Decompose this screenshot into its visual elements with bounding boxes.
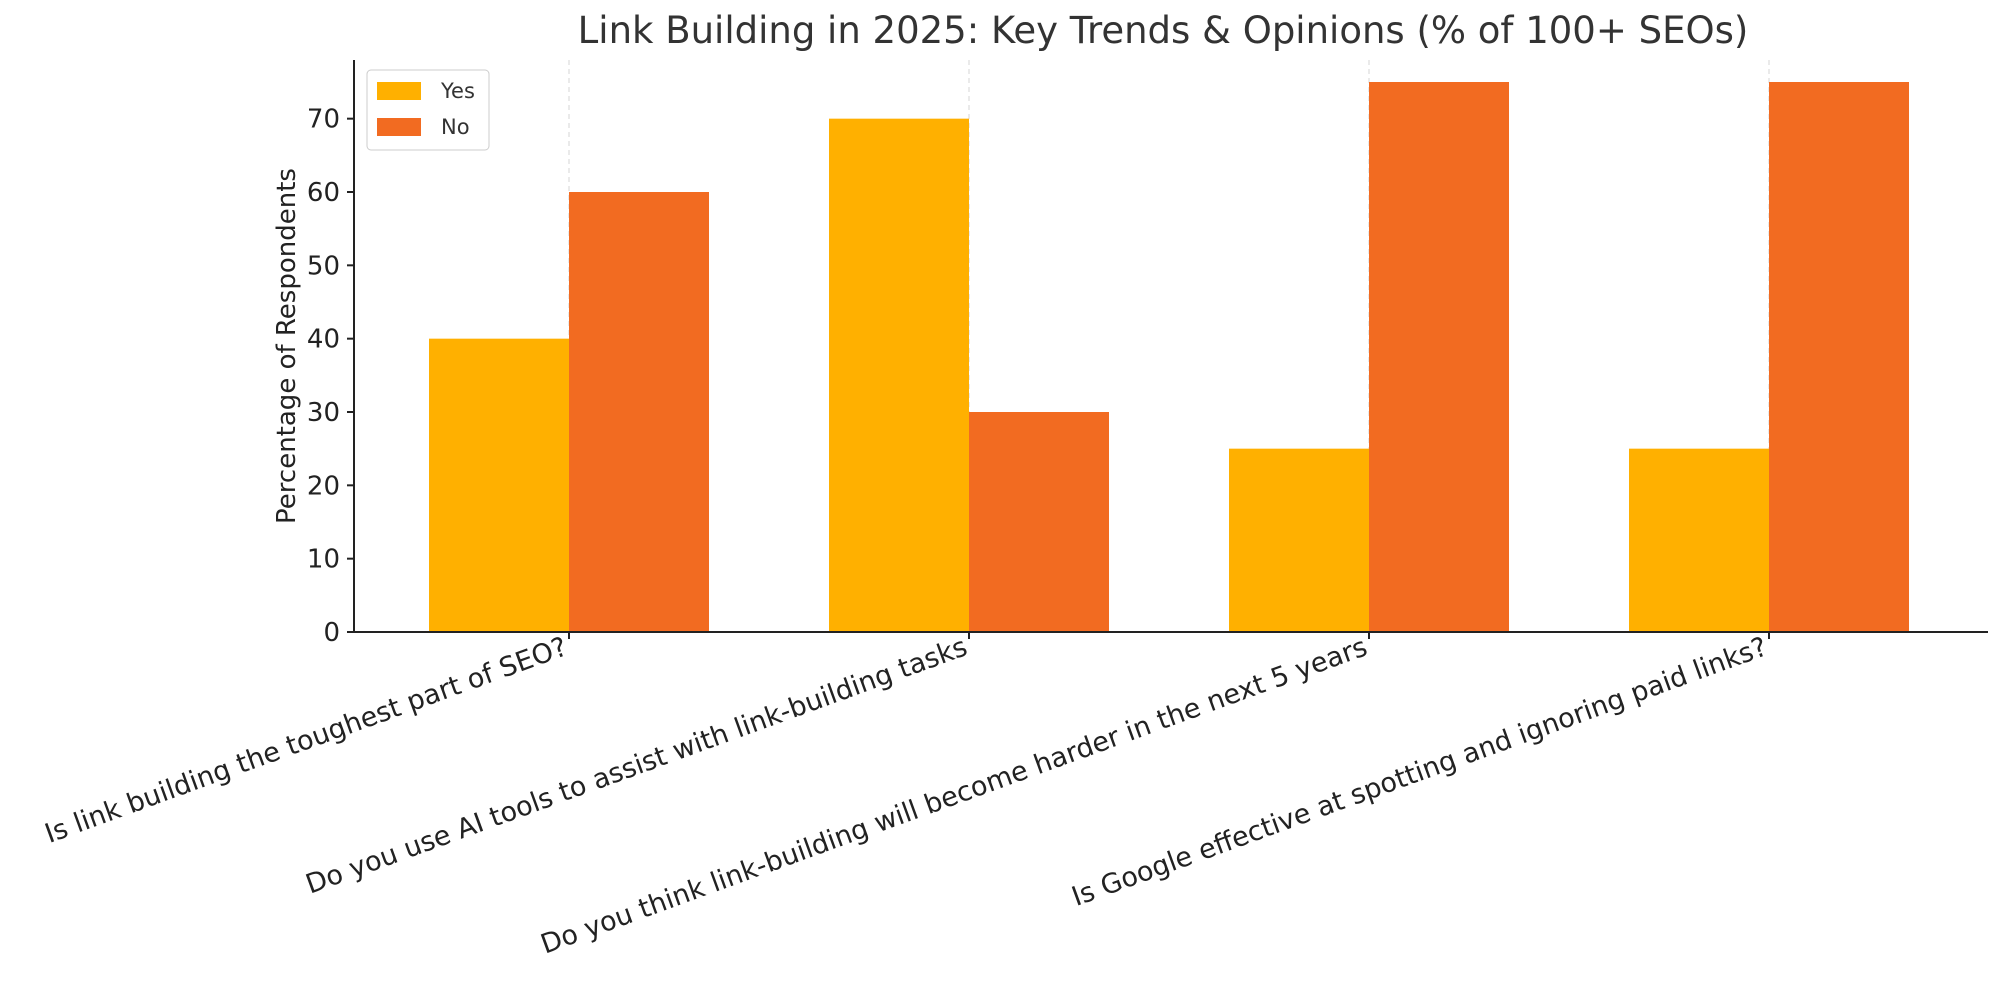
y-tick-label: 60 <box>307 178 340 208</box>
bar-yes-4 <box>1629 448 1769 632</box>
y-tick-label: 70 <box>307 105 340 135</box>
y-tick-label: 50 <box>307 251 340 281</box>
bars <box>429 82 1909 632</box>
y-axis-ticks: 0 10 20 30 40 50 60 70 <box>307 105 354 648</box>
bar-no-1 <box>569 192 709 632</box>
y-tick-label: 20 <box>307 471 340 501</box>
x-tick-label: Do you use AI tools to assist with link-… <box>302 631 972 900</box>
bar-yes-3 <box>1229 448 1369 632</box>
bar-no-4 <box>1769 82 1909 632</box>
bar-no-3 <box>1369 82 1509 632</box>
legend-swatch-yes <box>377 82 421 100</box>
x-tick-label: Is Google effective at spotting and igno… <box>1068 631 1772 912</box>
legend-label-yes: Yes <box>440 79 475 103</box>
legend-label-no: No <box>441 115 470 139</box>
chart-title: Link Building in 2025: Key Trends & Opin… <box>578 9 1749 52</box>
bar-yes-2 <box>829 118 969 632</box>
x-tick-label: Do you think link-building will become h… <box>537 631 1372 960</box>
legend-swatch-no <box>377 118 421 136</box>
y-tick-label: 30 <box>307 398 340 428</box>
y-tick-label: 40 <box>307 325 340 355</box>
grid-lines <box>568 60 1770 632</box>
axes <box>353 60 1988 633</box>
x-axis-ticks: Is link building the toughest part of SE… <box>41 631 1771 960</box>
y-tick-label: 0 <box>323 618 340 648</box>
bar-yes-1 <box>429 338 569 632</box>
legend: Yes No <box>366 69 490 151</box>
bar-no-2 <box>969 412 1109 632</box>
y-axis-label: Percentage of Respondents <box>272 168 302 524</box>
y-tick-label: 10 <box>307 545 340 575</box>
